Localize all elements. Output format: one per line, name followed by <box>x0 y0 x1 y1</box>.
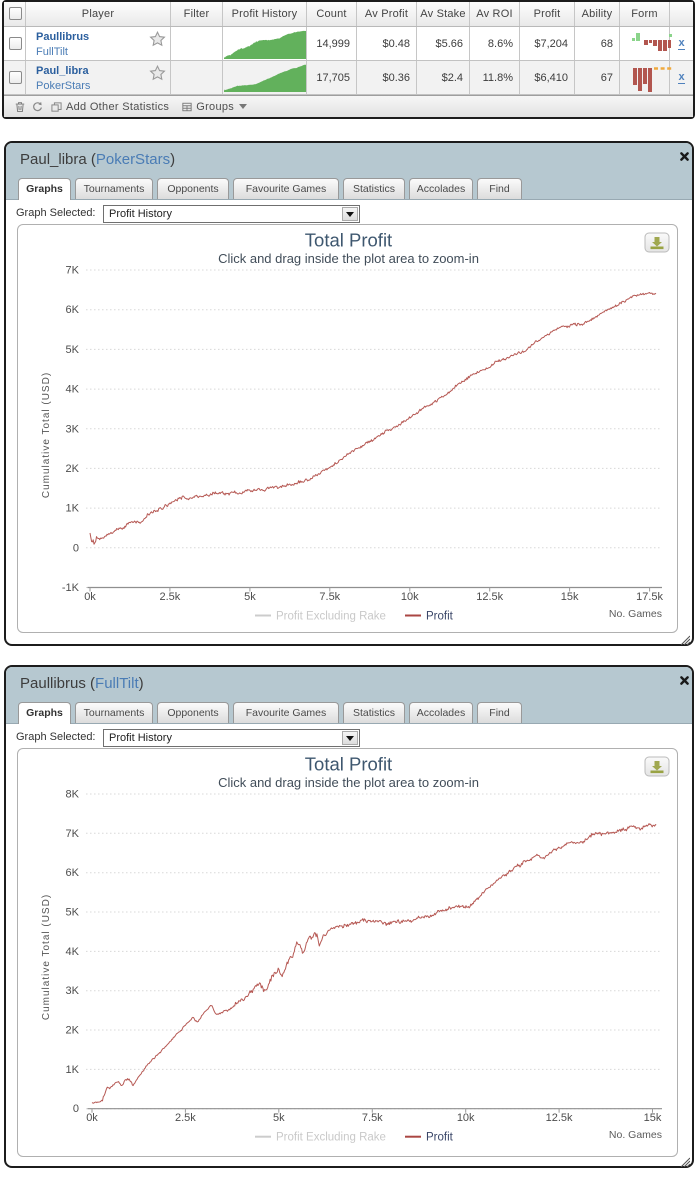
svg-text:4K: 4K <box>66 946 80 958</box>
svg-text:-1K: -1K <box>62 582 80 594</box>
svg-text:Total Profit: Total Profit <box>305 230 392 251</box>
svg-text:No. Games: No. Games <box>609 1129 662 1141</box>
svg-text:0: 0 <box>73 1103 79 1115</box>
svg-text:2.5k: 2.5k <box>160 591 181 603</box>
svg-text:Profit Excluding Rake: Profit Excluding Rake <box>276 611 386 623</box>
svg-text:7.5k: 7.5k <box>319 591 340 603</box>
svg-text:15k: 15k <box>644 1112 662 1124</box>
svg-text:8K: 8K <box>66 789 80 801</box>
svg-text:12.5k: 12.5k <box>476 591 503 603</box>
svg-text:2K: 2K <box>66 1025 80 1037</box>
svg-text:12.5k: 12.5k <box>546 1112 573 1124</box>
svg-text:Cumulative Total (USD): Cumulative Total (USD) <box>41 372 52 498</box>
svg-text:0: 0 <box>73 542 79 554</box>
svg-text:10k: 10k <box>457 1112 475 1124</box>
svg-text:5K: 5K <box>66 344 80 356</box>
svg-text:0k: 0k <box>84 591 96 603</box>
svg-text:Profit: Profit <box>426 611 454 623</box>
svg-text:7.5k: 7.5k <box>362 1112 383 1124</box>
svg-text:6K: 6K <box>66 304 80 316</box>
svg-text:17.5k: 17.5k <box>636 591 663 603</box>
svg-text:3K: 3K <box>66 985 80 997</box>
svg-text:4K: 4K <box>66 384 80 396</box>
svg-text:Cumulative Total (USD): Cumulative Total (USD) <box>41 894 52 1020</box>
svg-text:0k: 0k <box>86 1112 98 1124</box>
svg-text:10k: 10k <box>401 591 419 603</box>
svg-text:No. Games: No. Games <box>609 608 662 620</box>
svg-text:1K: 1K <box>66 1064 80 1076</box>
svg-text:Total Profit: Total Profit <box>305 754 392 775</box>
svg-text:Profit Excluding Rake: Profit Excluding Rake <box>276 1132 386 1144</box>
svg-text:2.5k: 2.5k <box>175 1112 196 1124</box>
svg-text:7K: 7K <box>66 828 80 840</box>
svg-text:7K: 7K <box>66 265 80 277</box>
svg-text:5k: 5k <box>244 591 256 603</box>
svg-text:Click and drag inside the plot: Click and drag inside the plot area to z… <box>218 775 479 790</box>
svg-text:1K: 1K <box>66 503 80 515</box>
svg-text:Profit: Profit <box>426 1132 454 1144</box>
svg-text:5K: 5K <box>66 907 80 919</box>
svg-text:Click and drag inside the plot: Click and drag inside the plot area to z… <box>218 251 479 266</box>
svg-text:6K: 6K <box>66 867 80 879</box>
svg-text:3K: 3K <box>66 423 80 435</box>
svg-text:15k: 15k <box>561 591 579 603</box>
svg-text:2K: 2K <box>66 463 80 475</box>
svg-text:5k: 5k <box>273 1112 285 1124</box>
